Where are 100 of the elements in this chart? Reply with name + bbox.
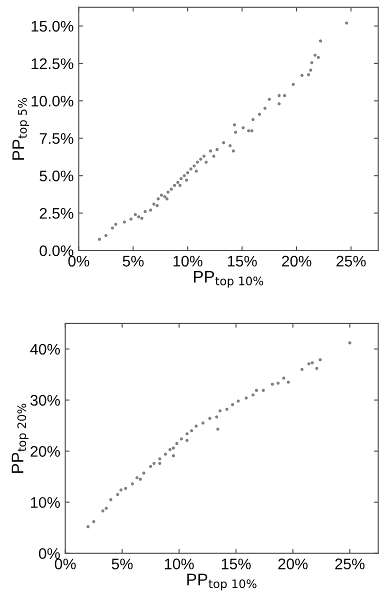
y-tick-label: 10% <box>31 497 60 508</box>
point <box>300 74 304 77</box>
point <box>201 421 205 425</box>
point <box>194 424 198 428</box>
y-tick-label: 30% <box>30 394 60 406</box>
point <box>276 382 280 385</box>
point <box>307 362 310 366</box>
point <box>172 454 175 458</box>
point <box>218 409 222 412</box>
point <box>231 403 234 406</box>
point <box>283 94 286 98</box>
point <box>114 222 118 226</box>
point <box>138 478 142 481</box>
point <box>156 204 159 208</box>
point <box>232 123 236 126</box>
point <box>315 366 318 370</box>
point <box>142 472 146 475</box>
point <box>135 476 139 480</box>
point <box>247 129 250 132</box>
x-tick-label: 5% <box>112 558 133 570</box>
point <box>166 190 170 194</box>
y-tick-label: 20% <box>30 446 60 457</box>
y-tick-label: 12.5% <box>32 58 74 70</box>
x-tick-label: 15% <box>222 558 251 570</box>
point <box>286 380 290 384</box>
point <box>185 432 189 436</box>
y-tick-label: 0% <box>38 548 60 559</box>
point <box>216 428 220 431</box>
point <box>149 208 152 212</box>
point <box>156 197 160 200</box>
point <box>199 158 202 161</box>
point <box>316 56 320 59</box>
point <box>98 238 101 241</box>
y-tick-label: 2.5% <box>40 208 74 219</box>
point <box>158 457 162 460</box>
point <box>310 361 314 364</box>
x-tick-label: 5% <box>122 256 144 267</box>
y-tick-label: 40% <box>30 344 60 355</box>
point <box>215 148 219 152</box>
point <box>137 215 140 218</box>
point <box>176 180 180 184</box>
x-tick-label: 10% <box>164 558 194 570</box>
point <box>278 94 281 98</box>
point <box>185 438 189 442</box>
point <box>158 462 162 465</box>
point <box>251 118 255 122</box>
point <box>180 437 183 440</box>
point <box>129 218 133 221</box>
point <box>254 388 258 392</box>
point <box>232 149 235 153</box>
point <box>144 210 147 214</box>
point <box>182 174 186 178</box>
point <box>160 194 164 197</box>
point <box>225 408 228 411</box>
point <box>134 213 137 216</box>
point <box>168 448 172 452</box>
point <box>306 73 310 76</box>
x-tick-label: 20% <box>278 558 308 570</box>
point <box>170 188 173 191</box>
x-tick-label: 10% <box>174 256 202 267</box>
point <box>110 226 114 230</box>
point <box>215 415 218 418</box>
point <box>196 160 199 164</box>
x-tick-label: 0% <box>68 256 90 267</box>
point <box>222 141 226 144</box>
point <box>192 164 196 168</box>
point <box>101 509 104 512</box>
y-tick-label: 7.5% <box>40 133 74 144</box>
point <box>314 54 317 57</box>
point <box>348 341 352 344</box>
point <box>86 525 90 528</box>
point <box>309 68 312 72</box>
point <box>165 197 168 200</box>
point <box>310 61 314 64</box>
y-tick-label: 0.0% <box>40 245 74 256</box>
x-tick-label: 25% <box>336 256 366 267</box>
x-tick-label: 15% <box>228 256 257 267</box>
point <box>104 234 108 238</box>
point <box>244 396 248 400</box>
point <box>109 498 112 502</box>
point <box>234 130 238 134</box>
point <box>318 358 322 362</box>
point <box>152 462 156 465</box>
y-tick-label: 10.0% <box>32 96 74 107</box>
point <box>163 195 166 198</box>
point <box>104 506 108 510</box>
point <box>180 177 183 180</box>
y-axis-title: PP$_{top 20%}$ <box>12 404 28 473</box>
point <box>345 21 348 25</box>
point <box>194 170 198 173</box>
point <box>189 167 192 170</box>
y-tick-label: 5.0% <box>40 170 74 182</box>
point <box>202 154 206 158</box>
point <box>175 442 178 446</box>
x-tick-label: 20% <box>282 256 312 267</box>
point <box>119 488 123 492</box>
point <box>164 452 167 456</box>
point <box>173 184 176 187</box>
point <box>258 112 262 116</box>
point <box>262 388 265 392</box>
